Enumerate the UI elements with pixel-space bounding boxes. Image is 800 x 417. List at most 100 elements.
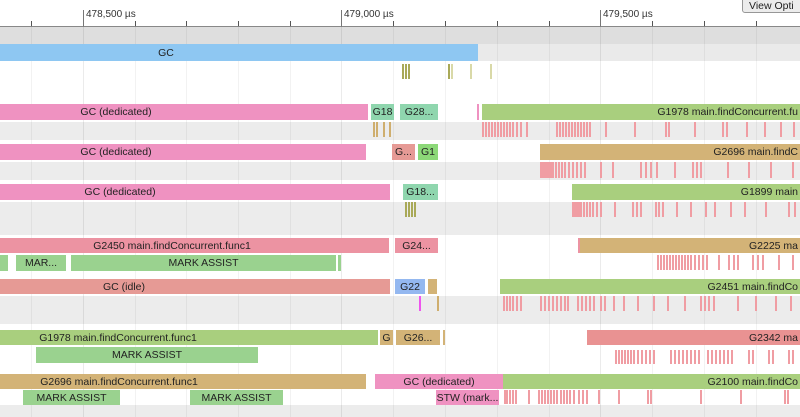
trace-micro-slice[interactable] [470, 64, 472, 79]
trace-micro-slice[interactable] [793, 122, 795, 137]
trace-slice[interactable]: G22 [395, 279, 425, 294]
trace-micro-slice[interactable] [792, 162, 794, 178]
trace-slice[interactable]: G1 [418, 144, 438, 160]
trace-micro-slice[interactable] [790, 296, 792, 311]
trace-micro-slice[interactable] [690, 350, 692, 364]
trace-slice[interactable]: MARK ASSIST [36, 347, 258, 363]
trace-micro-slice[interactable] [376, 122, 378, 137]
trace-micro-slice[interactable] [574, 202, 576, 217]
trace-slice[interactable]: G2100 main.findCo [503, 374, 800, 389]
trace-micro-slice[interactable] [408, 64, 410, 79]
trace-micro-slice[interactable] [748, 350, 750, 364]
trace-micro-slice[interactable] [780, 122, 782, 137]
trace-micro-slice[interactable] [520, 122, 522, 137]
trace-micro-slice[interactable] [634, 122, 636, 137]
trace-micro-slice[interactable] [528, 390, 530, 404]
trace-micro-slice[interactable] [618, 390, 620, 404]
trace-micro-slice[interactable] [678, 350, 680, 364]
trace-micro-slice[interactable] [623, 296, 625, 311]
trace-micro-slice[interactable] [500, 122, 502, 137]
trace-micro-slice[interactable] [576, 162, 578, 178]
trace-micro-slice[interactable] [653, 296, 655, 311]
trace-micro-slice[interactable] [544, 162, 546, 178]
trace-micro-slice[interactable] [727, 162, 729, 178]
trace-micro-slice[interactable] [757, 255, 759, 270]
trace-micro-slice[interactable] [548, 296, 550, 311]
trace-micro-slice[interactable] [737, 255, 739, 270]
trace-micro-slice[interactable] [675, 255, 677, 270]
trace-micro-slice[interactable] [419, 296, 421, 311]
trace-micro-slice[interactable] [674, 162, 676, 178]
trace-micro-slice[interactable] [694, 255, 696, 270]
trace-micro-slice[interactable] [722, 122, 724, 137]
trace-micro-slice[interactable] [727, 350, 729, 364]
trace-micro-slice[interactable] [788, 202, 790, 217]
trace-micro-slice[interactable] [731, 350, 733, 364]
trace-micro-slice[interactable] [624, 350, 626, 364]
trace-slice[interactable]: G28... [400, 104, 438, 120]
trace-slice[interactable]: G... [392, 144, 415, 160]
trace-micro-slice[interactable] [580, 202, 582, 217]
trace-micro-slice[interactable] [405, 202, 407, 217]
trace-micro-slice[interactable] [686, 350, 688, 364]
trace-micro-slice[interactable] [702, 255, 704, 270]
trace-micro-slice[interactable] [612, 162, 614, 178]
trace-micro-slice[interactable] [655, 202, 657, 217]
trace-micro-slice[interactable] [633, 350, 635, 364]
trace-micro-slice[interactable] [600, 162, 602, 178]
trace-micro-slice[interactable] [512, 390, 514, 404]
trace-micro-slice[interactable] [593, 296, 595, 311]
trace-micro-slice[interactable] [488, 122, 490, 137]
trace-micro-slice[interactable] [746, 122, 748, 137]
trace-micro-slice[interactable] [581, 296, 583, 311]
trace-micro-slice[interactable] [568, 162, 570, 178]
trace-micro-slice[interactable] [512, 122, 514, 137]
trace-micro-slice[interactable] [583, 122, 585, 137]
view-options-button[interactable]: View Opti [742, 0, 800, 13]
trace-slice[interactable]: G1978 main.findConcurrent.func1 [0, 330, 378, 345]
trace-micro-slice[interactable] [784, 390, 786, 404]
trace-micro-slice[interactable] [567, 296, 569, 311]
trace-micro-slice[interactable] [540, 296, 542, 311]
trace-micro-slice[interactable] [585, 296, 587, 311]
trace-micro-slice[interactable] [547, 390, 549, 404]
trace-micro-slice[interactable] [730, 202, 732, 217]
trace-micro-slice[interactable] [794, 202, 796, 217]
trace-micro-slice[interactable] [552, 296, 554, 311]
trace-micro-slice[interactable] [572, 202, 574, 217]
trace-micro-slice[interactable] [564, 162, 566, 178]
trace-micro-slice[interactable] [723, 350, 725, 364]
trace-micro-slice[interactable] [694, 122, 696, 137]
trace-slice[interactable]: GC [0, 44, 478, 61]
trace-micro-slice[interactable] [509, 122, 511, 137]
trace-micro-slice[interactable] [373, 122, 375, 137]
trace-micro-slice[interactable] [589, 122, 591, 137]
trace-micro-slice[interactable] [694, 350, 696, 364]
trace-micro-slice[interactable] [711, 350, 713, 364]
trace-micro-slice[interactable] [544, 390, 546, 404]
trace-micro-slice[interactable] [663, 255, 665, 270]
trace-slice[interactable]: GC (dedicated) [0, 144, 366, 160]
trace-micro-slice[interactable] [572, 162, 574, 178]
trace-micro-slice[interactable] [772, 350, 774, 364]
trace-slice[interactable]: G2696 main.findC [540, 144, 800, 160]
trace-micro-slice[interactable] [719, 350, 721, 364]
trace-micro-slice[interactable] [656, 162, 658, 178]
trace-micro-slice[interactable] [402, 64, 404, 79]
trace-micro-slice[interactable] [574, 122, 576, 137]
trace-slice[interactable]: G26... [396, 330, 440, 345]
trace-micro-slice[interactable] [653, 350, 655, 364]
trace-micro-slice[interactable] [613, 296, 615, 311]
trace-micro-slice[interactable] [684, 255, 686, 270]
trace-micro-slice[interactable] [682, 350, 684, 364]
trace-micro-slice[interactable] [578, 390, 580, 404]
trace-micro-slice[interactable] [676, 202, 678, 217]
trace-micro-slice[interactable] [562, 122, 564, 137]
trace-micro-slice[interactable] [604, 296, 606, 311]
trace-micro-slice[interactable] [744, 202, 746, 217]
trace-micro-slice[interactable] [503, 296, 505, 311]
trace-micro-slice[interactable] [482, 122, 484, 137]
trace-micro-slice[interactable] [733, 255, 735, 270]
trace-micro-slice[interactable] [582, 390, 584, 404]
trace-micro-slice[interactable] [555, 162, 557, 178]
